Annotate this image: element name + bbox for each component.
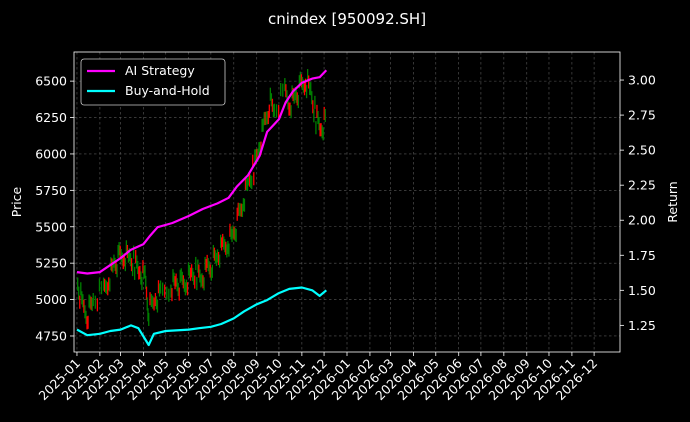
y-tick-label: 4750 — [35, 328, 67, 343]
series-line-buy-and-hold — [76, 286, 328, 347]
y-right-tick-label: 2.00 — [628, 213, 656, 228]
y-tick-label: 5500 — [35, 219, 67, 234]
return-lines — [76, 69, 328, 347]
y-right-tick-label: 1.75 — [628, 248, 656, 263]
y-tick-label: 6000 — [35, 146, 67, 161]
y-right-tick-label: 3.00 — [628, 73, 656, 88]
series-line-ai-strategy — [76, 69, 328, 275]
y-right-tick-label: 1.50 — [628, 283, 656, 298]
y-tick-label: 5750 — [35, 183, 67, 198]
chart-title: cnindex [950092.SH] — [268, 10, 426, 28]
y-right-tick-label: 2.25 — [628, 178, 656, 193]
legend: AI Strategy Buy-and-Hold — [80, 58, 226, 106]
legend-label-buy-and-hold: Buy-and-Hold — [125, 83, 210, 98]
y-tick-label: 5250 — [35, 256, 67, 271]
y-tick-label: 6500 — [35, 74, 67, 89]
y-tick-label: 6250 — [35, 110, 67, 125]
y-axis-label: Price — [9, 186, 24, 217]
y-right-tick-label: 2.50 — [628, 143, 656, 158]
y-right-axis-label: Return — [665, 181, 680, 222]
y-right-tick-label: 1.25 — [628, 318, 656, 333]
legend-box — [80, 58, 226, 106]
y-right-tick-label: 2.75 — [628, 108, 656, 123]
legend-label-ai-strategy: AI Strategy — [125, 63, 195, 78]
y-tick-label: 5000 — [35, 292, 67, 307]
